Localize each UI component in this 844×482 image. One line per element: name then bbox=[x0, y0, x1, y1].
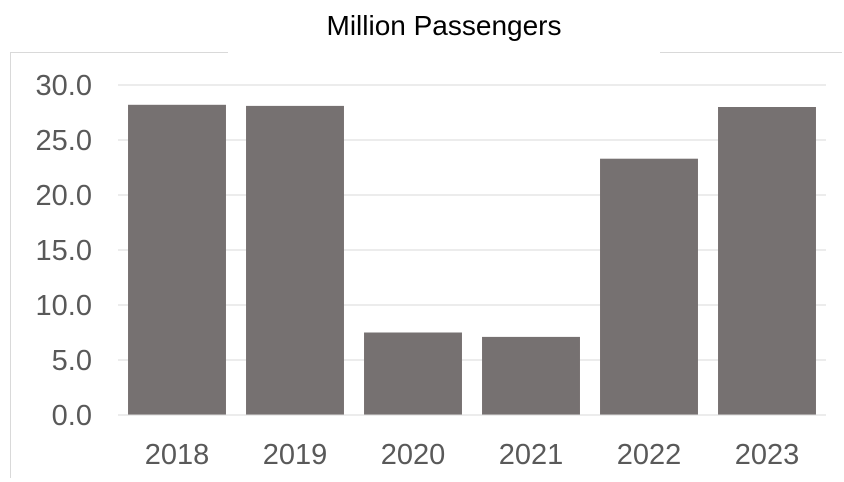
bar bbox=[128, 104, 226, 416]
bar bbox=[364, 332, 462, 415]
chart-title: Million Passengers bbox=[326, 10, 562, 41]
x-tick-label: 2019 bbox=[263, 439, 328, 471]
bar bbox=[246, 105, 344, 416]
x-tick-label: 2022 bbox=[617, 439, 682, 471]
y-tick-label: 15.0 bbox=[36, 235, 92, 267]
bar bbox=[600, 158, 698, 415]
x-tick-label: 2021 bbox=[499, 439, 564, 471]
y-tick-label: 25.0 bbox=[36, 125, 92, 157]
bar bbox=[482, 336, 580, 415]
y-tick-label: 5.0 bbox=[52, 345, 92, 377]
y-tick-label: 20.0 bbox=[36, 180, 92, 212]
x-tick-label: 2023 bbox=[735, 439, 800, 471]
y-tick-label: 0.0 bbox=[52, 400, 92, 432]
y-tick-label: 30.0 bbox=[36, 70, 92, 102]
bar bbox=[718, 107, 816, 415]
x-tick-label: 2018 bbox=[145, 439, 210, 471]
y-tick-label: 10.0 bbox=[36, 290, 92, 322]
x-tick-label: 2020 bbox=[381, 439, 446, 471]
title-gap bbox=[228, 48, 660, 58]
